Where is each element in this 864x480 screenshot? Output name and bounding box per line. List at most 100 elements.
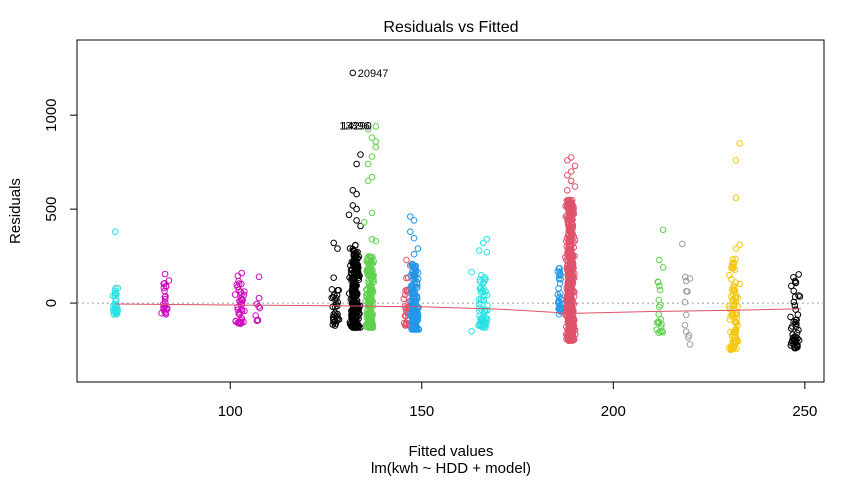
residual-point [165, 277, 173, 284]
residual-point [331, 322, 339, 329]
residual-point [566, 200, 573, 208]
residual-point [732, 279, 740, 286]
residual-point [732, 157, 740, 164]
residual-point [565, 215, 572, 223]
residual-point [736, 241, 744, 249]
residual-point [407, 228, 414, 235]
residual-point [726, 344, 733, 351]
residual-point [568, 221, 575, 228]
residual-point [256, 304, 264, 312]
residual-point [240, 291, 248, 299]
residual-point [330, 315, 337, 323]
residual-point [372, 123, 380, 130]
residual-point [564, 172, 571, 179]
residual-point [408, 298, 415, 306]
residual-point [110, 306, 117, 314]
residual-point [567, 284, 575, 292]
residual-point [468, 328, 475, 335]
residual-point [655, 296, 663, 304]
residual-point [345, 211, 353, 219]
residual-point [328, 294, 336, 302]
residual-point [353, 205, 360, 213]
residual-point [655, 318, 662, 326]
residual-point [231, 291, 239, 298]
residual-point [161, 295, 169, 303]
residual-point [565, 230, 573, 238]
residual-point [348, 311, 356, 318]
residual-point [369, 260, 377, 267]
residual-point [565, 270, 573, 278]
residual-point [682, 311, 690, 319]
residual-point [414, 245, 422, 252]
residual-point [567, 329, 574, 337]
residual-point [410, 234, 418, 242]
residual-point [731, 334, 739, 341]
residual-point [732, 326, 740, 333]
residual-point [476, 304, 483, 311]
residual-point [349, 187, 357, 194]
residual-point [352, 242, 359, 249]
chart-title: Residuals vs Fitted [383, 19, 518, 36]
residual-point [255, 294, 263, 302]
outlier-id-label: 20947 [358, 68, 389, 80]
residual-point [730, 287, 737, 295]
residual-point [732, 338, 740, 346]
residual-point [792, 318, 799, 326]
residual-point [235, 280, 243, 287]
residual-point [681, 298, 689, 306]
residual-point [555, 310, 563, 318]
residual-point [481, 307, 488, 315]
residual-point [364, 267, 372, 274]
residual-point [556, 272, 563, 279]
residual-point [403, 256, 410, 264]
residual-point [554, 268, 562, 275]
residual-point [478, 271, 485, 279]
residual-point [732, 311, 740, 319]
residual-point [729, 301, 736, 309]
residual-point [480, 317, 487, 324]
residual-point [350, 258, 358, 266]
residual-point [334, 316, 341, 324]
residual-point [483, 249, 491, 256]
residual-point [332, 309, 339, 317]
residual-point [567, 168, 575, 175]
residual-point [330, 239, 338, 247]
residual-point [653, 319, 661, 326]
residual-point [413, 279, 421, 286]
residual-point [235, 286, 243, 294]
residual-point [414, 312, 421, 320]
residual-point [479, 321, 487, 329]
residual-point [571, 162, 579, 170]
residual-point [236, 297, 243, 305]
residual-point [349, 69, 357, 77]
residual-point [400, 295, 408, 303]
residual-point [349, 324, 357, 331]
residual-point [792, 339, 799, 346]
residual-point [654, 278, 662, 286]
residual-point [348, 277, 356, 285]
residual-point [655, 311, 663, 318]
residual-point [656, 256, 663, 264]
residual-point [367, 309, 375, 317]
residual-point [569, 305, 576, 312]
residual-point [571, 236, 579, 244]
y-tick-label: 500 [43, 197, 60, 222]
residual-point [679, 240, 686, 248]
residual-point [657, 323, 665, 331]
residual-point [367, 318, 375, 326]
residual-point [731, 266, 739, 274]
residual-point [411, 299, 418, 306]
residual-point [556, 293, 563, 301]
residual-point [556, 265, 563, 272]
residual-point [480, 324, 487, 331]
residual-point [564, 187, 571, 194]
residual-point [730, 259, 737, 267]
y-axis-label: Residuals [7, 178, 24, 244]
residual-point [364, 177, 372, 185]
residual-point [567, 281, 575, 289]
x-axis: 100 150 200 250 [218, 381, 817, 420]
residual-point [557, 290, 564, 297]
residual-point [408, 283, 415, 291]
residual-point [364, 254, 371, 262]
residual-point [352, 300, 360, 308]
